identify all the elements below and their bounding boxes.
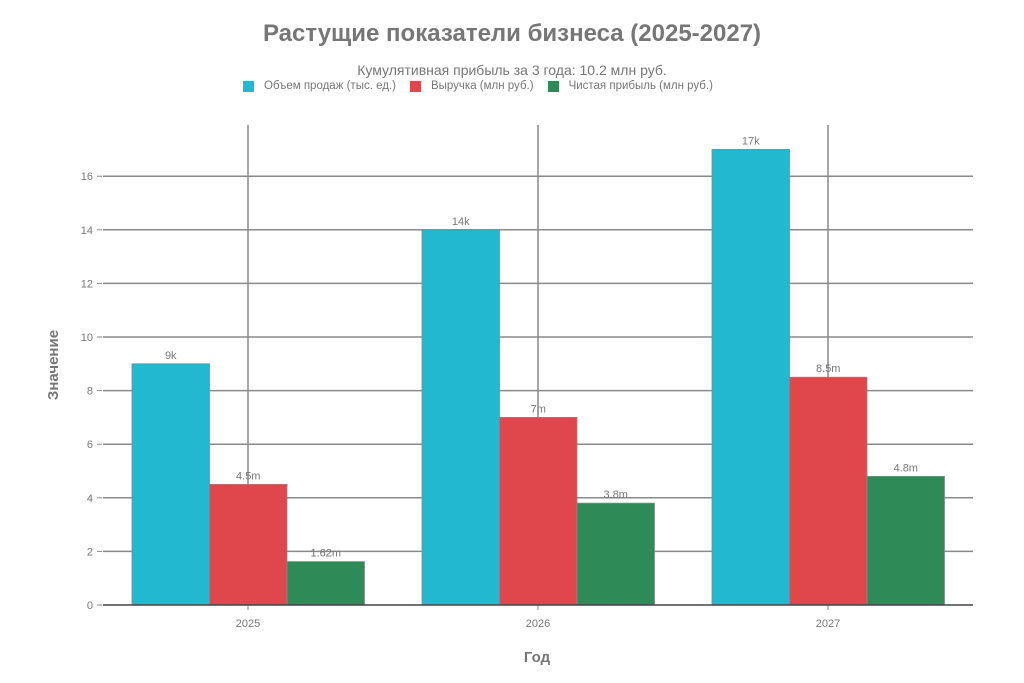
bar[interactable] xyxy=(421,229,500,606)
bar-value-label: 1.62m xyxy=(310,548,341,560)
y-tick-label: 10 xyxy=(81,332,93,344)
y-tick-label: 16 xyxy=(81,171,93,183)
legend: Объем продаж (тыс. ед.) Выручка (млн руб.… xyxy=(243,80,713,92)
legend-label: Чистая прибыль (млн руб.) xyxy=(568,80,713,92)
y-tick-label: 12 xyxy=(81,278,93,290)
legend-label: Объем продаж (тыс. ед.) xyxy=(264,80,396,92)
legend-swatch xyxy=(547,80,559,92)
bar-value-label: 17k xyxy=(742,135,760,147)
bar-value-label: 4.5m xyxy=(236,470,260,482)
y-tick-label: 2 xyxy=(87,546,93,558)
bar[interactable] xyxy=(576,502,655,606)
bar[interactable] xyxy=(789,376,868,606)
y-tick-label: 8 xyxy=(87,386,93,398)
bar-value-label: 3.8m xyxy=(604,489,628,501)
legend-label: Выручка (млн руб.) xyxy=(430,80,534,92)
bar-value-label: 8.5m xyxy=(816,363,840,375)
y-tick-label: 14 xyxy=(81,225,93,237)
y-axis-title: Значение xyxy=(45,330,62,400)
bar[interactable] xyxy=(866,475,945,606)
bar-value-label: 9k xyxy=(165,350,177,362)
bar-value-label: 4.8m xyxy=(894,462,918,474)
bar[interactable] xyxy=(131,363,210,606)
x-axis-title: Год xyxy=(524,649,551,666)
x-tick-label: 2026 xyxy=(526,618,550,630)
legend-item[interactable]: Выручка (млн руб.) xyxy=(409,80,534,92)
bar[interactable] xyxy=(499,416,578,606)
y-tick-label: 4 xyxy=(87,493,93,505)
legend-item[interactable]: Объем продаж (тыс. ед.) xyxy=(243,80,396,92)
x-tick-label: 2025 xyxy=(236,618,260,630)
legend-swatch xyxy=(243,80,254,92)
bar[interactable] xyxy=(286,561,365,606)
y-tick-label: 0 xyxy=(87,600,93,612)
chart-subtitle: Кумулятивная прибыль за 3 года: 10.2 млн… xyxy=(357,62,667,78)
legend-swatch xyxy=(409,80,421,92)
bar-value-label: 7m xyxy=(531,403,546,415)
legend-item[interactable]: Чистая прибыль (млн руб.) xyxy=(547,80,713,92)
y-tick-label: 6 xyxy=(87,439,93,451)
bar-value-label: 14k xyxy=(452,216,470,228)
bar[interactable] xyxy=(209,483,288,606)
chart-title: Растущие показатели бизнеса (2025-2027) xyxy=(262,20,762,47)
bar[interactable] xyxy=(711,148,790,606)
x-tick-label: 2027 xyxy=(816,618,840,630)
